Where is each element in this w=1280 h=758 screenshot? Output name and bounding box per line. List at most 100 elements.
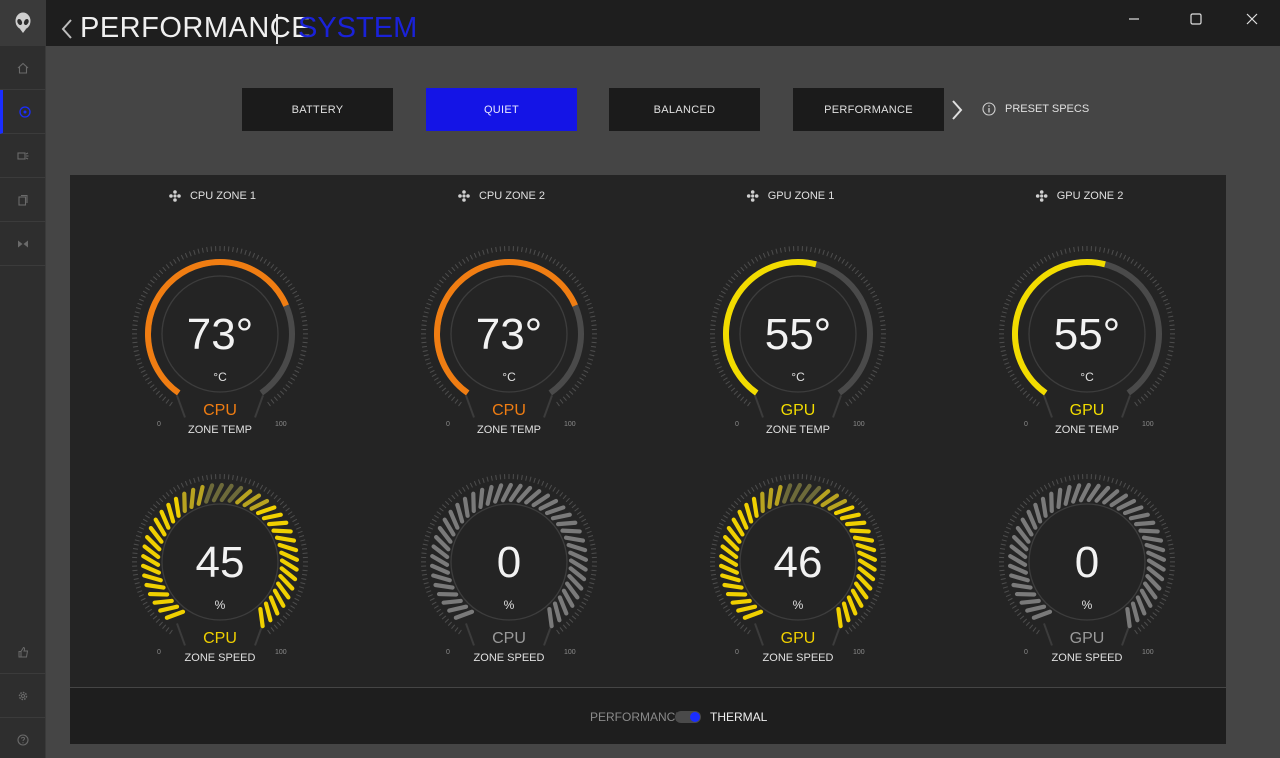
- speed-gauge-gpu-2: 0 % GPU ZONE SPEED 0 100: [997, 465, 1177, 675]
- gauge-unit: °C: [1080, 370, 1094, 384]
- alienware-logo[interactable]: [0, 0, 46, 46]
- fan-icon: [746, 190, 759, 202]
- speed-gauge-gpu-1: 46 % GPU ZONE SPEED 0 100: [708, 465, 888, 675]
- close-icon[interactable]: [1241, 8, 1263, 30]
- maximize-icon[interactable]: [1185, 8, 1207, 30]
- home-icon: [17, 62, 29, 74]
- gauge-min: 0: [446, 421, 450, 428]
- toggle-performance-label[interactable]: PERFORMANCE: [590, 710, 684, 724]
- fan-icon: [458, 190, 470, 202]
- toggle-thermal-label[interactable]: THERMAL: [710, 710, 768, 724]
- gauge-min: 0: [735, 421, 739, 428]
- gauge-max: 100: [275, 421, 287, 428]
- speed-gauge-cpu-2: 0 % CPU ZONE SPEED 0 100: [419, 465, 599, 675]
- tick-ring: [420, 474, 598, 635]
- sidebar-home[interactable]: [0, 46, 46, 90]
- speed-dial: [709, 474, 887, 646]
- preset-performance-button[interactable]: PERFORMANCE: [793, 88, 944, 131]
- inner-ring: [450, 275, 568, 393]
- gauge-max: 100: [1142, 649, 1154, 656]
- sidebar-performance[interactable]: [0, 90, 46, 134]
- gauge-min: 0: [157, 421, 161, 428]
- gauge-label: ZONE SPEED: [1051, 652, 1123, 664]
- gauge-label: ZONE SPEED: [762, 652, 834, 664]
- zone-title-gpu-2: GPU ZONE 2: [1035, 189, 1124, 203]
- gauge-max: 100: [853, 421, 865, 428]
- temp-arc: [145, 259, 289, 396]
- gauge-unit: °C: [502, 370, 516, 384]
- temp-gauge-cpu-2: 73° °C CPU ZONE TEMP 0 100: [419, 237, 599, 447]
- gauge-leg-right: [254, 395, 264, 418]
- sidebar-feedback[interactable]: [0, 630, 46, 674]
- page-subtitle[interactable]: SYSTEM: [298, 12, 418, 44]
- gauge-label: ZONE SPEED: [473, 652, 545, 664]
- inner-ring: [450, 503, 568, 621]
- lighting-icon: [17, 151, 29, 160]
- gauge-value: 73°: [186, 310, 254, 359]
- zone-title-text: GPU ZONE 2: [1056, 190, 1124, 202]
- gauge-max: 100: [1142, 421, 1154, 428]
- gauge-type: GPU: [780, 630, 816, 647]
- gauge-value: 45: [195, 538, 245, 587]
- preset-balanced-button[interactable]: BALANCED: [609, 88, 760, 131]
- gauge-value: 0: [1074, 538, 1100, 587]
- inner-ring: [161, 503, 279, 621]
- gauge-min: 0: [735, 649, 739, 656]
- gauge-leg-right: [832, 395, 842, 418]
- temp-dial: [998, 246, 1176, 418]
- preset-battery-button[interactable]: BATTERY: [242, 88, 393, 131]
- gauge-unit: °C: [213, 370, 227, 384]
- zone-title-text: GPU ZONE 1: [767, 190, 835, 202]
- tick-ring: [998, 474, 1176, 635]
- gauge-label: ZONE SPEED: [184, 652, 256, 664]
- gauge-unit: %: [503, 598, 515, 612]
- fan-blades: [140, 482, 300, 629]
- performance-thermal-toggle[interactable]: [675, 711, 701, 723]
- preset-specs-link[interactable]: PRESET SPECS: [1005, 103, 1090, 115]
- gauge-unit: %: [1081, 598, 1093, 612]
- zone-title-text: CPU ZONE 1: [189, 190, 257, 202]
- gauge-min: 0: [1024, 421, 1028, 428]
- gauge-leg-left: [465, 395, 475, 418]
- info-icon[interactable]: [982, 102, 996, 116]
- zone-title-text: CPU ZONE 2: [478, 190, 546, 202]
- preset-quiet-button[interactable]: QUIET: [426, 88, 577, 131]
- zone-title-cpu-1: CPU ZONE 1: [168, 189, 256, 203]
- fan-icon: [169, 190, 181, 202]
- gauge-type: CPU: [203, 402, 237, 419]
- back-chevron-icon[interactable]: [60, 17, 74, 41]
- gauge-max: 100: [564, 649, 576, 656]
- gauge-label: ZONE TEMP: [766, 424, 830, 436]
- fan-blades: [718, 482, 878, 629]
- temp-dial: [131, 246, 309, 418]
- title-divider: [276, 14, 278, 44]
- sidebar-library[interactable]: [0, 178, 46, 222]
- fan-blades: [1007, 482, 1167, 629]
- gauge-max: 100: [275, 649, 287, 656]
- gauge-label: ZONE TEMP: [477, 424, 541, 436]
- inner-ring: [1028, 503, 1146, 621]
- gauge-leg-left: [1043, 623, 1053, 646]
- speed-gauge-cpu-1: 45 % CPU ZONE SPEED 0 100: [130, 465, 310, 675]
- sidebar-fusion[interactable]: [0, 222, 46, 266]
- temp-arc: [434, 259, 578, 396]
- inner-ring: [739, 503, 857, 621]
- sidebar-lighting[interactable]: [0, 134, 46, 178]
- inner-ring: [1028, 275, 1146, 393]
- gauge-value: 73°: [475, 310, 543, 359]
- temp-arc: [1011, 259, 1106, 396]
- sidebar-help[interactable]: [0, 718, 46, 758]
- gauge-min: 0: [446, 649, 450, 656]
- gauge-leg-left: [176, 623, 186, 646]
- gauge-leg-left: [465, 623, 475, 646]
- toggle-knob: [690, 712, 700, 722]
- minimize-icon[interactable]: [1123, 8, 1145, 30]
- chevron-right-icon[interactable]: [950, 98, 964, 122]
- gauge-value: 55°: [1053, 310, 1121, 359]
- speed-dial: [998, 474, 1176, 646]
- sidebar-settings[interactable]: [0, 674, 46, 718]
- gauge-value: 46: [773, 538, 823, 587]
- gauge-label: ZONE TEMP: [1055, 424, 1119, 436]
- gauge-type: CPU: [492, 402, 526, 419]
- fan-blades: [429, 482, 589, 629]
